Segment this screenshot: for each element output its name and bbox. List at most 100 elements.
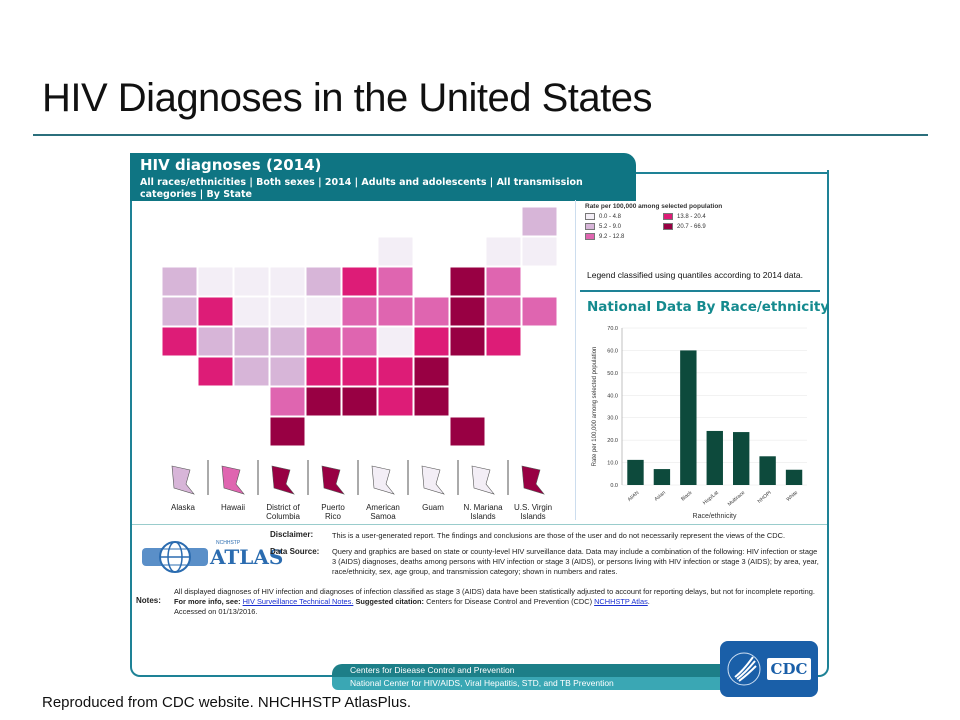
- state-or: [161, 296, 198, 327]
- territory-label: District of Columbia: [266, 503, 300, 521]
- legend-label: 20.7 - 66.9: [677, 223, 706, 230]
- state-ar: [305, 356, 342, 387]
- x-axis-label: Race/ethnicity: [693, 513, 737, 520]
- legend-label: 13.8 - 20.4: [677, 213, 706, 220]
- state-wa: [161, 266, 198, 297]
- y-tick-label: 50.0: [607, 371, 618, 377]
- more-info-label: For more info, see:: [174, 597, 241, 606]
- report-subtitle: All races/ethnicities | Both sexes | 201…: [140, 177, 583, 200]
- x-tick-label: AI/AN: [627, 490, 641, 503]
- state-mt: [233, 266, 270, 297]
- bar-aian: [627, 459, 644, 485]
- header-rule: [636, 172, 829, 174]
- x-tick-label: NHOPI: [757, 490, 773, 505]
- state-mo: [305, 326, 342, 357]
- y-tick-label: 60.0: [607, 348, 618, 354]
- state-al: [377, 386, 414, 417]
- territory-label: U.S. Virgin Islands: [514, 503, 552, 521]
- state-ms: [341, 386, 378, 417]
- chart-title: National Data By Race/ethnicity: [587, 299, 830, 315]
- legend-swatch: [663, 213, 673, 220]
- bar-nhopi: [759, 456, 776, 485]
- state-ia: [305, 296, 342, 327]
- state-de: [485, 326, 522, 357]
- territory-shape: [271, 465, 295, 495]
- bar-hisplat: [706, 430, 723, 485]
- state-pa: [413, 296, 450, 327]
- state-ks: [269, 356, 306, 387]
- territory-shape: [471, 465, 495, 495]
- territory-label: Puerto Rico: [321, 503, 345, 521]
- citation-label: Suggested citation:: [355, 597, 425, 606]
- technical-notes-link[interactable]: HIV Surveillance Technical Notes.: [242, 597, 354, 606]
- legend-note: Legend classified using quantiles accord…: [587, 270, 803, 280]
- state-ny: [449, 266, 486, 297]
- slide-title: HIV Diagnoses in the United States: [42, 76, 653, 120]
- legend-swatch: [585, 233, 595, 240]
- state-ut: [197, 326, 234, 357]
- y-tick-label: 0.0: [610, 483, 618, 489]
- logo-text: ATLAS: [210, 545, 284, 569]
- footer-cdc-name: Centers for Disease Control and Preventi…: [332, 664, 727, 677]
- state-wy: [233, 296, 270, 327]
- state-tx: [269, 416, 306, 447]
- state-az: [197, 356, 234, 387]
- territory-shape: [521, 465, 545, 495]
- bar-white: [785, 469, 803, 485]
- legend-item: 5.2 - 9.0: [585, 223, 663, 230]
- x-tick-label: White: [785, 490, 799, 503]
- state-mn: [305, 266, 342, 297]
- territory-label: Alaska: [171, 503, 196, 512]
- state-il: [341, 266, 378, 297]
- map-legend: Rate per 100,000 among selected populati…: [585, 203, 741, 240]
- globe-icon: [142, 541, 208, 573]
- state-wv: [377, 326, 414, 357]
- territory-shape: [221, 465, 245, 495]
- data-source-text: Query and graphics are based on state or…: [332, 547, 819, 576]
- legend-swatch: [585, 213, 595, 220]
- state-ga: [413, 386, 450, 417]
- bar-asian: [653, 469, 671, 485]
- state-nv: [197, 296, 234, 327]
- state-fl: [449, 416, 486, 447]
- citation-text: Centers for Disease Control and Preventi…: [426, 597, 593, 606]
- state-nd: [269, 266, 306, 297]
- notes-body: All displayed diagnoses of HIV infection…: [174, 587, 815, 596]
- legend-label: 5.2 - 9.0: [599, 223, 622, 230]
- section-divider: [580, 290, 820, 292]
- bar-black: [680, 350, 697, 485]
- y-tick-label: 20.0: [607, 438, 618, 444]
- title-divider: [33, 134, 928, 136]
- state-nj: [449, 296, 486, 327]
- territory-shape: [421, 465, 445, 495]
- disclaimer-label: Disclaimer:: [270, 530, 314, 539]
- state-ma: [485, 266, 522, 297]
- state-id: [197, 266, 234, 297]
- notes-text: All displayed diagnoses of HIV infection…: [174, 587, 815, 616]
- territory-label: Guam: [422, 503, 444, 512]
- y-tick-label: 30.0: [607, 416, 618, 422]
- state-nm: [233, 356, 270, 387]
- legend-item: 20.7 - 66.9: [663, 223, 741, 230]
- panel-divider: [575, 200, 576, 520]
- state-ky: [341, 326, 378, 357]
- state-ca: [161, 326, 198, 357]
- x-tick-label: Multirace: [727, 490, 747, 508]
- state-wi: [377, 236, 414, 267]
- territory-label: N. Mariana Islands: [463, 503, 503, 521]
- state-ne: [269, 326, 306, 357]
- state-va: [413, 326, 450, 357]
- report-header: HIV diagnoses (2014) All races/ethniciti…: [130, 153, 636, 201]
- notes-label: Notes:: [136, 596, 161, 605]
- bar-multirace: [733, 432, 750, 485]
- x-tick-label: Asian: [653, 490, 667, 503]
- atlas-logo: NCHHSTP ATLAS: [140, 540, 283, 574]
- atlas-link[interactable]: NCHHSTP Atlas: [594, 597, 648, 606]
- legend-item: 0.0 - 4.8: [585, 213, 663, 220]
- territory-shape: [171, 465, 195, 495]
- slide-caption: Reproduced from CDC website. NHCHHSTP At…: [42, 694, 412, 711]
- legend-label: 0.0 - 4.8: [599, 213, 622, 220]
- state-ok: [269, 386, 306, 417]
- legend-item: 9.2 - 12.8: [585, 233, 663, 240]
- us-choropleth-map[interactable]: Alaska Hawaii District of Columbia Puerto Ric…: [150, 205, 570, 525]
